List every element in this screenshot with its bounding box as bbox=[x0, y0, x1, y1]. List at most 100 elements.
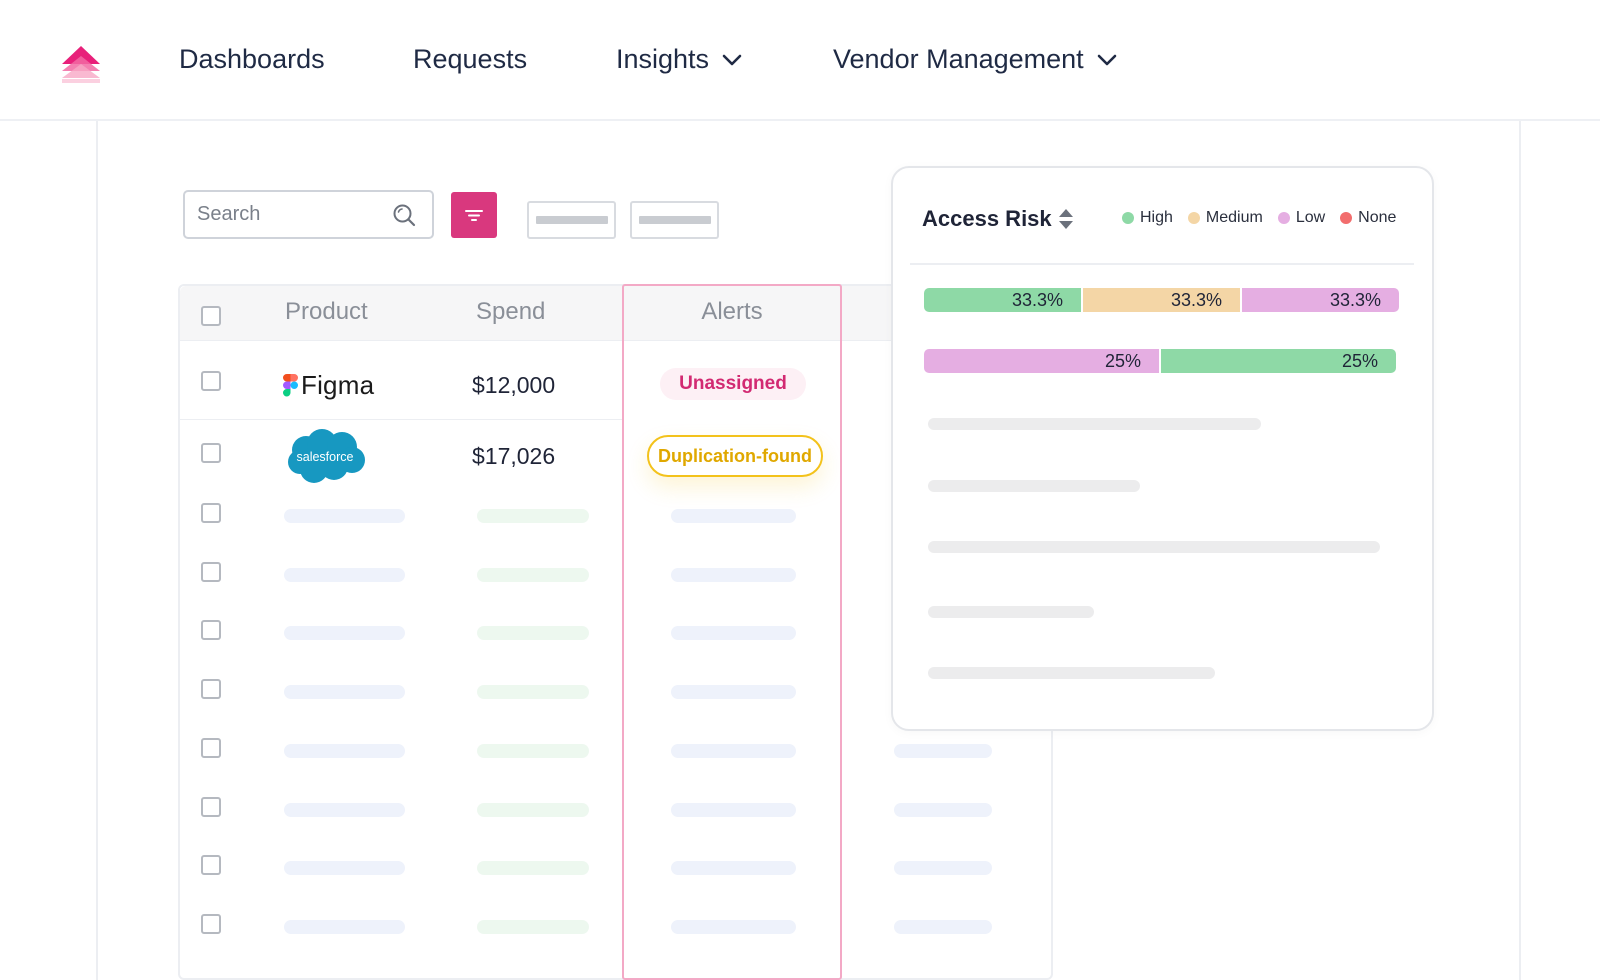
product-skeleton bbox=[284, 802, 405, 817]
figma-logo: Figma bbox=[283, 370, 374, 401]
nav-requests-label: Requests bbox=[413, 44, 528, 74]
placeholder-line bbox=[928, 418, 1261, 430]
nav-requests[interactable]: Requests bbox=[413, 44, 527, 75]
extra-skeleton bbox=[894, 861, 992, 876]
row-checkbox[interactable] bbox=[201, 737, 221, 758]
nav-dashboards[interactable]: Dashboards bbox=[179, 44, 325, 75]
row-checkbox[interactable] bbox=[201, 443, 221, 463]
search-box[interactable] bbox=[183, 190, 434, 239]
legend-label: Medium bbox=[1205, 209, 1263, 226]
row-divider bbox=[178, 419, 622, 420]
row-checkbox[interactable] bbox=[201, 855, 221, 876]
spend-skeleton bbox=[477, 919, 589, 934]
legend-label: High bbox=[1140, 209, 1173, 226]
alert-skeleton bbox=[671, 861, 796, 876]
legend-dot bbox=[1187, 212, 1200, 224]
access-risk-title: Access Risk bbox=[922, 206, 1052, 231]
legend-item-high: High bbox=[1122, 209, 1173, 227]
search-input[interactable] bbox=[197, 203, 392, 226]
placeholder-line bbox=[928, 480, 1140, 492]
figma-wordmark: Figma bbox=[301, 370, 375, 400]
spend-value: $12,000 bbox=[472, 372, 556, 398]
alert-skeleton bbox=[671, 626, 796, 641]
risk-legend: High Medium Low None bbox=[1122, 209, 1396, 227]
row-checkbox[interactable] bbox=[201, 620, 221, 641]
placeholder-button-1[interactable] bbox=[527, 201, 616, 239]
extra-skeleton bbox=[894, 919, 992, 934]
legend-dot bbox=[1122, 212, 1134, 224]
logo-icon[interactable] bbox=[60, 44, 102, 84]
legend-item-medium: Medium bbox=[1187, 209, 1263, 227]
legend-dot bbox=[1340, 212, 1353, 224]
placeholder-line bbox=[928, 541, 1380, 553]
risk-bar: 33.3% 33.3% 33.3% bbox=[924, 288, 1399, 312]
risk-bar: 25% 25% bbox=[924, 349, 1396, 373]
spend-skeleton bbox=[477, 861, 589, 876]
legend-item-low: Low bbox=[1277, 209, 1326, 227]
product-skeleton bbox=[284, 567, 405, 582]
frame-divider-right bbox=[1519, 121, 1521, 980]
column-header-product[interactable]: Product bbox=[285, 298, 368, 325]
risk-segment-high: 25% bbox=[1161, 349, 1396, 373]
nav-insights[interactable]: Insights bbox=[616, 44, 743, 75]
access-risk-card bbox=[891, 166, 1434, 731]
spend-skeleton bbox=[477, 509, 589, 523]
risk-segment-medium: 33.3% bbox=[1083, 288, 1240, 312]
risk-segment-low: 33.3% bbox=[1242, 288, 1399, 312]
risk-segment-high: 33.3% bbox=[924, 288, 1081, 312]
chevron-down-icon bbox=[1097, 54, 1116, 65]
placeholder-line bbox=[928, 667, 1215, 679]
alert-skeleton bbox=[671, 802, 796, 817]
nav-vendor-management[interactable]: Vendor Management bbox=[833, 44, 1118, 75]
spend-skeleton bbox=[477, 685, 589, 700]
alert-skeleton bbox=[671, 919, 796, 934]
nav-vendor-management-label: Vendor Management bbox=[833, 44, 1084, 74]
placeholder-line bbox=[928, 606, 1094, 618]
svg-text:salesforce: salesforce bbox=[297, 450, 354, 464]
select-all-checkbox[interactable] bbox=[201, 306, 221, 326]
product-skeleton bbox=[284, 685, 405, 700]
column-header-spend[interactable]: Spend bbox=[476, 298, 546, 325]
filter-button[interactable] bbox=[451, 192, 497, 238]
alert-skeleton bbox=[671, 685, 796, 700]
row-checkbox[interactable] bbox=[201, 913, 221, 934]
salesforce-logo: salesforce bbox=[288, 429, 365, 483]
alert-skeleton bbox=[671, 567, 796, 582]
nav-dashboards-label: Dashboards bbox=[179, 44, 325, 74]
alert-skeleton bbox=[671, 743, 796, 758]
search-icon[interactable] bbox=[392, 203, 416, 227]
placeholder-button-2[interactable] bbox=[630, 201, 719, 239]
product-skeleton bbox=[284, 743, 405, 758]
legend-label: None bbox=[1358, 209, 1397, 226]
product-skeleton bbox=[284, 509, 405, 523]
row-checkbox[interactable] bbox=[201, 371, 221, 391]
placeholder-label bbox=[638, 216, 711, 224]
spend-value: $17,026 bbox=[472, 443, 556, 469]
spend-skeleton bbox=[477, 802, 589, 817]
legend-item-none: None bbox=[1340, 209, 1396, 227]
extra-skeleton bbox=[894, 802, 992, 817]
alerts-column-highlight bbox=[622, 284, 842, 980]
product-skeleton bbox=[284, 919, 405, 934]
figma-icon bbox=[283, 374, 298, 397]
product-skeleton bbox=[284, 861, 405, 876]
placeholder-label bbox=[535, 216, 608, 224]
legend-label: Low bbox=[1295, 209, 1326, 226]
frame-divider-left bbox=[96, 121, 98, 980]
product-skeleton bbox=[284, 626, 405, 641]
row-checkbox[interactable] bbox=[201, 503, 221, 523]
alert-badge-duplication[interactable]: Duplication-found bbox=[647, 435, 823, 477]
alert-skeleton bbox=[671, 509, 796, 523]
row-checkbox[interactable] bbox=[201, 561, 221, 582]
spend-skeleton bbox=[477, 567, 589, 582]
row-checkbox[interactable] bbox=[201, 796, 221, 817]
risk-divider bbox=[910, 263, 1414, 265]
spend-skeleton bbox=[477, 626, 589, 641]
sort-icon[interactable] bbox=[1058, 207, 1074, 231]
column-header-alerts[interactable]: Alerts bbox=[701, 298, 763, 325]
spend-skeleton bbox=[477, 743, 589, 758]
row-checkbox[interactable] bbox=[201, 679, 221, 700]
extra-skeleton bbox=[894, 743, 992, 758]
filter-icon bbox=[465, 210, 483, 221]
alert-badge-unassigned[interactable]: Unassigned bbox=[660, 368, 806, 400]
